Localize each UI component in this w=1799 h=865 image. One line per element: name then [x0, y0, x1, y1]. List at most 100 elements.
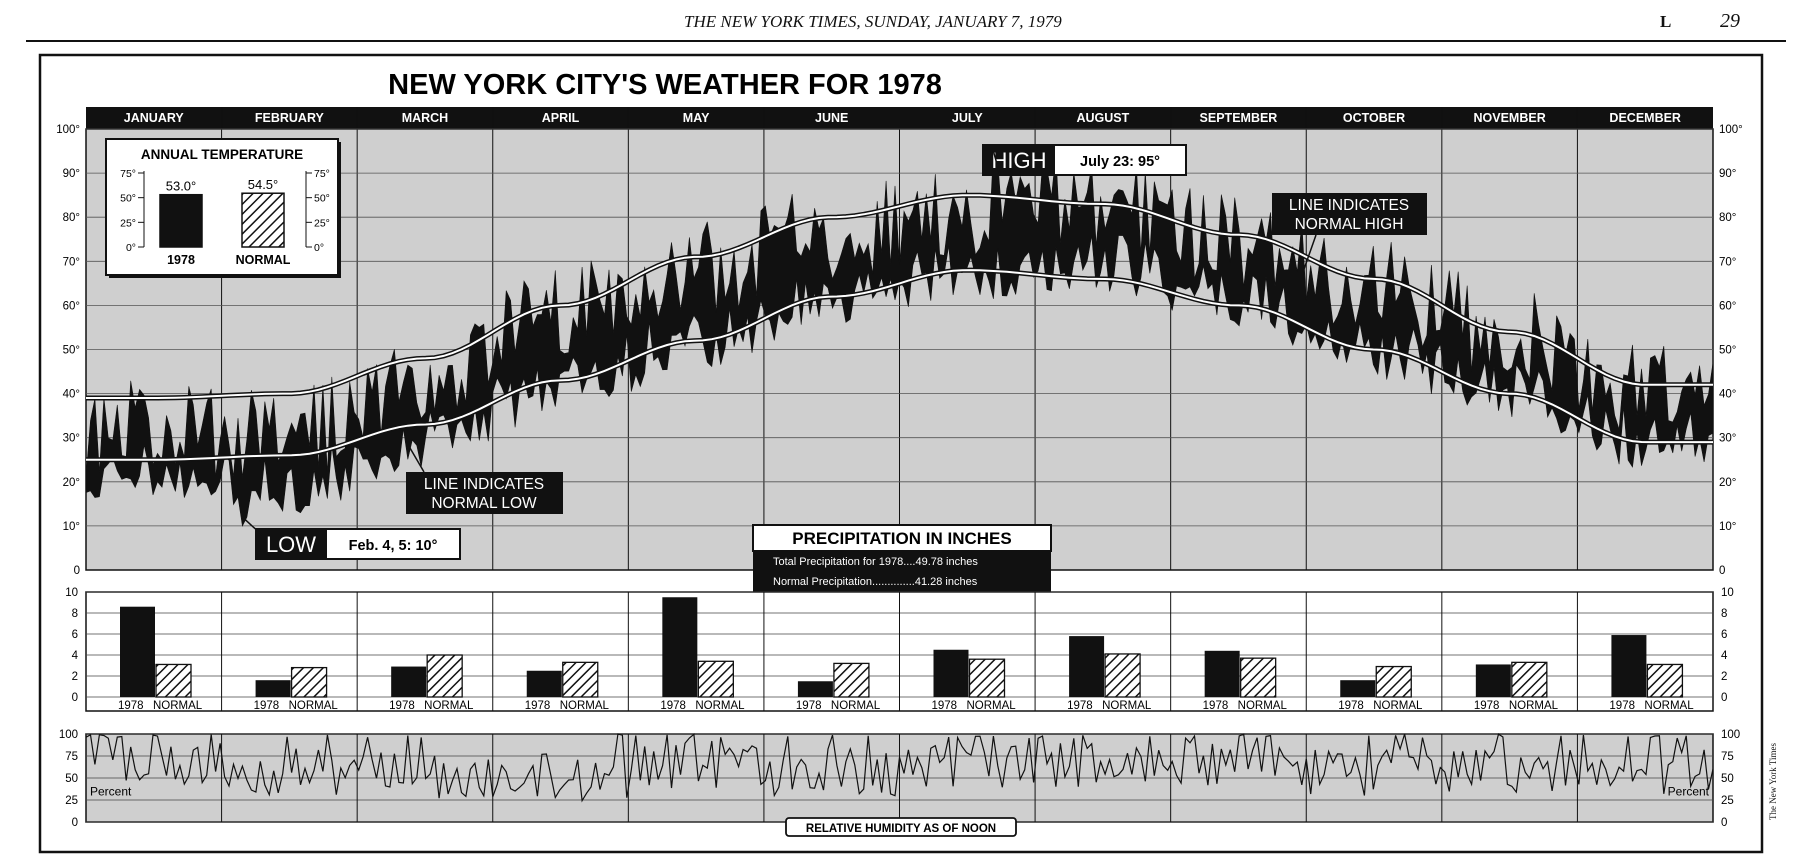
- temperature-tick-right: 60°: [1719, 300, 1736, 312]
- low-callout-pointer: [241, 516, 263, 536]
- side-credit: The New York Times: [1768, 742, 1778, 820]
- masthead-rule: [26, 40, 1786, 42]
- precip-tick-right: 8: [1721, 608, 1727, 620]
- precip-bar-label-1978: 1978: [932, 700, 958, 712]
- precip-bar-normal: [1240, 657, 1277, 698]
- temperature-tick-right: 80°: [1719, 212, 1736, 224]
- precip-tick-right: 6: [1721, 629, 1727, 641]
- precip-bar-label-normal: NORMAL: [967, 700, 1017, 712]
- newspaper-masthead: THE NEW YORK TIMES, SUNDAY, JANUARY 7, 1…: [0, 0, 1799, 40]
- precip-bar-1978: [391, 666, 427, 697]
- annual-value-label: 53.0°: [166, 179, 197, 194]
- temperature-tick-left: 90°: [63, 168, 80, 180]
- precip-bar-label-1978: 1978: [796, 700, 822, 712]
- normal-low-note-pointer: [409, 447, 425, 473]
- precip-bar-normal: [426, 654, 463, 698]
- precip-bar-label-normal: NORMAL: [289, 700, 339, 712]
- temperature-tick-right: 90°: [1719, 168, 1736, 180]
- precip-bar-label-normal: NORMAL: [153, 700, 203, 712]
- low-callout-label: LOW: [266, 532, 316, 557]
- month-label: OCTOBER: [1343, 111, 1405, 125]
- precip-tick-left: 2: [72, 671, 78, 683]
- precip-legend-title-bg: [752, 524, 1052, 552]
- humidity-title: RELATIVE HUMIDITY AS OF NOON: [806, 823, 996, 835]
- temperature-tick-right: 10°: [1719, 521, 1736, 533]
- annual-tick-right: 50°: [314, 193, 330, 205]
- precip-bar-label-normal: NORMAL: [1238, 700, 1288, 712]
- low-callout-detail: Feb. 4, 5: 10°: [349, 538, 438, 554]
- precip-bar-label-normal: NORMAL: [424, 700, 474, 712]
- temperature-tick-left: 80°: [63, 212, 80, 224]
- normal-high-note-line1: LINE INDICATES: [1289, 197, 1409, 214]
- annual-bar-normal: [241, 192, 285, 248]
- precip-bar-label-1978: 1978: [1067, 700, 1093, 712]
- month-label: JUNE: [815, 111, 848, 125]
- month-label: MAY: [683, 111, 710, 125]
- annual-category-label: 1978: [167, 253, 195, 267]
- temperature-tick-right: 40°: [1719, 389, 1736, 401]
- humidity-tick-left: 75: [65, 751, 78, 763]
- temperature-tick-right: 20°: [1719, 477, 1736, 489]
- precip-bar-1978: [797, 681, 833, 697]
- humidity-tick-right: 0: [1721, 817, 1727, 829]
- humidity-tick-left: 100: [59, 729, 78, 741]
- precip-total-line: Total Precipitation for 1978....49.78 in…: [773, 556, 978, 568]
- precip-bar-label-normal: NORMAL: [560, 700, 610, 712]
- month-label: JULY: [952, 111, 983, 125]
- month-label: JANUARY: [124, 111, 185, 125]
- page-number: 29: [1720, 10, 1740, 32]
- humidity-title-box: [785, 817, 1017, 837]
- annual-temp-box: [105, 138, 339, 276]
- precip-tick-left: 10: [65, 587, 78, 599]
- annual-tick-left: 75°: [120, 168, 136, 180]
- high-callout-pointer: [992, 150, 1001, 176]
- daily-temperature-range-band: [85, 150, 1714, 527]
- temperature-tick-left: 30°: [63, 433, 80, 445]
- temperature-tick-left: 50°: [63, 345, 80, 357]
- precip-bar-label-1978: 1978: [1474, 700, 1500, 712]
- annual-bar-1978: [159, 193, 203, 248]
- temperature-tick-right: 70°: [1719, 256, 1736, 268]
- precip-bar-normal: [562, 661, 599, 698]
- annual-tick-right: 75°: [314, 168, 330, 180]
- precip-tick-left: 4: [72, 650, 79, 662]
- precip-bar-label-1978: 1978: [660, 700, 686, 712]
- precip-bar-1978: [933, 649, 969, 697]
- precip-bar-normal: [290, 666, 328, 698]
- humidity-tick-left: 50: [65, 773, 78, 785]
- precip-bar-label-normal: NORMAL: [1102, 700, 1152, 712]
- annual-tick-left: 25°: [120, 217, 136, 229]
- normal-low-line: [86, 269, 1713, 461]
- precip-bar-1978: [1204, 650, 1240, 697]
- temperature-tick-left: 0: [74, 565, 80, 577]
- normal-high-note-bg: [1272, 193, 1427, 235]
- humidity-unit-label-left: Percent: [90, 785, 132, 799]
- precip-bar-normal: [1511, 661, 1548, 698]
- precip-bar-label-1978: 1978: [1203, 700, 1229, 712]
- precip-bar-1978: [1069, 636, 1105, 697]
- temperature-tick-right: 100°: [1719, 124, 1743, 136]
- normal-low-note-bg: [406, 472, 563, 514]
- normal-high-note-line2: NORMAL HIGH: [1295, 216, 1404, 233]
- precip-bar-1978: [1611, 635, 1647, 697]
- annual-tick-right: 0°: [314, 242, 324, 254]
- humidity-tick-left: 0: [72, 817, 78, 829]
- precip-bar-1978: [526, 670, 562, 697]
- annual-category-label: NORMAL: [236, 253, 291, 267]
- precip-tick-right: 2: [1721, 671, 1727, 683]
- month-label: DECEMBER: [1609, 111, 1681, 125]
- precip-bar-normal: [155, 663, 192, 698]
- temperature-tick-left: 60°: [63, 300, 80, 312]
- humidity-tick-right: 25: [1721, 795, 1734, 807]
- precip-legend-title: PRECIPITATION IN INCHES: [792, 529, 1011, 548]
- precip-bar-label-normal: NORMAL: [1644, 700, 1694, 712]
- humidity-line: [85, 733, 1714, 803]
- humidity-tick-right: 100: [1721, 729, 1740, 741]
- precip-bar-1978: [1340, 680, 1376, 697]
- section-letter: L: [1660, 12, 1672, 31]
- precip-bar-label-normal: NORMAL: [695, 700, 745, 712]
- temperature-tick-left: 70°: [63, 256, 80, 268]
- annual-value-label: 54.5°: [248, 177, 279, 192]
- precip-tick-left: 6: [72, 629, 78, 641]
- humidity-tick-right: 75: [1721, 751, 1734, 763]
